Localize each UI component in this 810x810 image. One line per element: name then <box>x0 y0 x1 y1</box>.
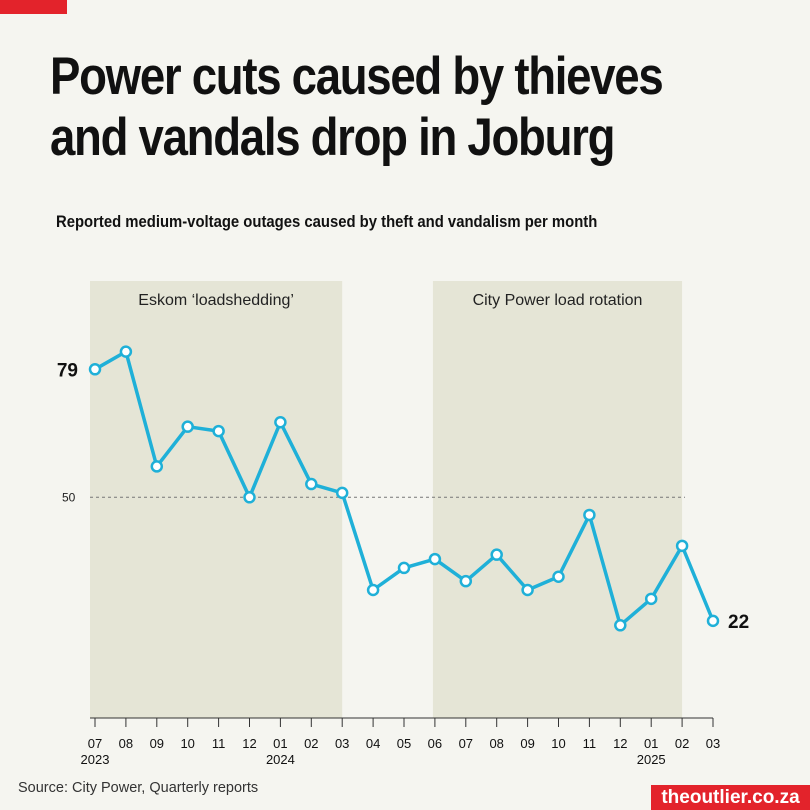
page-title: Power cuts caused by thieves and vandals… <box>50 46 704 168</box>
data-point <box>583 508 596 522</box>
source-note: Source: City Power, Quarterly reports <box>18 780 259 796</box>
x-year-label: 2024 <box>266 752 295 767</box>
x-tick-label: 03 <box>706 736 720 751</box>
data-point <box>706 614 720 628</box>
data-point <box>243 491 256 504</box>
data-point <box>397 561 411 575</box>
data-point <box>644 592 658 606</box>
shaded-period-label: City Power load rotation <box>473 292 643 309</box>
data-point <box>274 416 287 429</box>
data-point <box>305 477 318 491</box>
x-tick-label: 04 <box>366 736 380 751</box>
x-tick-label: 12 <box>613 736 627 751</box>
data-point <box>614 619 627 632</box>
data-point <box>428 552 442 566</box>
brand-logo: theoutlier.co.za <box>651 785 810 810</box>
x-tick-label: 11 <box>583 736 597 751</box>
x-tick-label: 03 <box>335 736 349 751</box>
data-point <box>521 583 534 597</box>
data-label: 79 <box>57 360 78 381</box>
title-line-2: and vandals drop in Joburg <box>50 108 615 167</box>
data-point <box>150 460 164 473</box>
data-point <box>181 420 194 433</box>
x-tick-label: 10 <box>551 736 565 751</box>
accent-bar <box>0 0 67 14</box>
data-point <box>459 574 473 588</box>
x-tick-label: 08 <box>489 736 503 751</box>
x-tick-label: 07 <box>88 736 102 751</box>
data-point <box>88 363 102 376</box>
x-tick-label: 08 <box>119 736 133 751</box>
x-tick-label: 02 <box>675 736 689 751</box>
x-year-label: 2023 <box>81 752 110 767</box>
x-tick-label: 07 <box>459 736 473 751</box>
data-point <box>366 583 380 597</box>
x-tick-label: 06 <box>428 736 442 751</box>
data-point <box>119 345 133 358</box>
data-point <box>552 570 565 584</box>
x-tick-label: 02 <box>304 736 318 751</box>
x-tick-label: 09 <box>520 736 534 751</box>
data-label: 22 <box>728 612 749 633</box>
reference-line-label: 50 <box>62 490 76 504</box>
shaded-period-label: Eskom ‘loadshedding’ <box>138 292 294 309</box>
data-point <box>490 548 503 561</box>
x-tick-label: 09 <box>150 736 164 751</box>
chart-subtitle: Reported medium-voltage outages caused b… <box>56 213 598 231</box>
shaded-period <box>432 281 683 718</box>
x-tick-label: 12 <box>242 736 256 751</box>
x-tick-label: 01 <box>644 736 658 751</box>
x-tick-label: 11 <box>212 736 226 751</box>
data-point <box>212 424 225 438</box>
x-tick-label: 05 <box>397 736 411 751</box>
title-line-1: Power cuts caused by thieves <box>50 47 664 106</box>
shaded-period <box>90 281 343 718</box>
x-tick-label: 10 <box>180 736 194 751</box>
data-point <box>335 486 349 500</box>
data-point <box>675 539 689 553</box>
x-tick-label: 01 <box>273 736 287 751</box>
x-year-label: 2025 <box>637 752 666 767</box>
